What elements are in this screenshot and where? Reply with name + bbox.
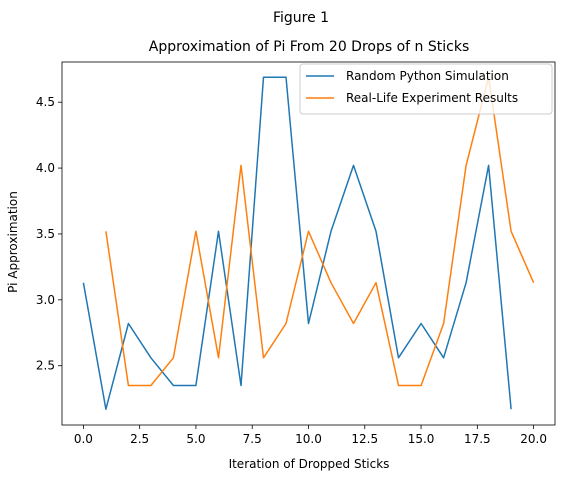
y-tick-label-0: 2.5 [36,359,55,373]
y-axis-label: Pi Approximation [6,191,20,293]
y-tick-label-3: 4.0 [36,161,55,175]
x-tick-label-0: 0.0 [74,432,93,446]
x-tick-label-1: 2.5 [130,432,149,446]
chart-title: Approximation of Pi From 20 Drops of n S… [149,39,469,55]
x-tick-label-2: 5.0 [186,432,205,446]
series-line-1 [106,77,534,385]
y-tick-label-1: 3.0 [36,293,55,307]
x-axis-label: Iteration of Dropped Sticks [229,457,390,471]
x-tick-label-3: 7.5 [243,432,262,446]
y-tick-label-2: 3.5 [36,227,55,241]
legend-label-real-life-experiment-results: Real-Life Experiment Results [346,91,518,105]
figure-title: Figure 1 [273,10,329,26]
y-tick-label-4: 4.5 [36,95,55,109]
x-tick-label-4: 10.0 [295,432,322,446]
x-tick-label-5: 12.5 [351,432,378,446]
x-tick-label-7: 17.5 [464,432,491,446]
legend-label-random-python-simulation: Random Python Simulation [346,69,509,83]
plot-area: 0.0 2.5 5.0 7.5 10.0 12.5 15.0 17.5 20.0 2.5 3.0 3.… [36,62,555,446]
x-tick-label-6: 15.0 [408,432,435,446]
axes-frame [62,62,555,425]
legend: Random Python Simulation Real-Life Exper… [300,64,552,114]
x-tick-label-8: 20.0 [520,432,547,446]
series-line-0 [83,77,511,409]
